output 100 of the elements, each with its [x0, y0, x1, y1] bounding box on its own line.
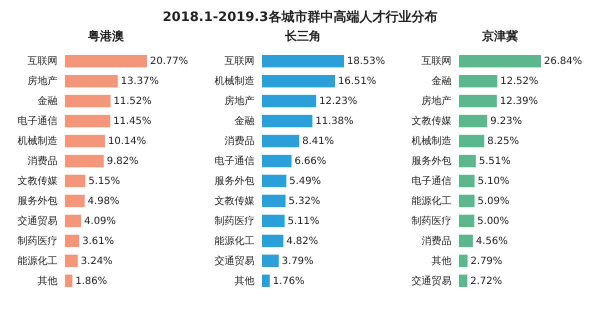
y-tick-label: 制药医疗 — [214, 214, 254, 227]
data-label: 13.37% — [120, 76, 159, 88]
bar — [64, 114, 110, 128]
bar — [64, 214, 81, 228]
bar — [262, 74, 336, 88]
bar — [459, 214, 475, 228]
y-tick-label: 服务外包 — [412, 155, 452, 168]
data-label: 1.76% — [272, 276, 305, 287]
bar — [459, 134, 485, 148]
data-label: 16.51% — [338, 76, 376, 88]
y-tick-label: 金融 — [37, 95, 58, 108]
bar — [459, 74, 498, 88]
y-tick-label: 机械制造 — [214, 75, 254, 88]
y-tick-label: 消费品 — [27, 155, 58, 168]
data-label: 3.61% — [82, 236, 114, 247]
bar — [459, 94, 498, 108]
data-label: 5.49% — [289, 176, 322, 187]
data-label: 10.14% — [108, 136, 146, 148]
data-label: 5.15% — [88, 176, 120, 187]
bar — [459, 274, 468, 288]
bar — [64, 94, 110, 108]
bar — [262, 254, 279, 268]
y-tick-label: 金融 — [432, 75, 452, 88]
data-label: 5.00% — [478, 216, 510, 227]
bar — [64, 254, 78, 268]
data-label: 1.86% — [75, 276, 107, 287]
y-tick-label: 消费品 — [224, 135, 254, 148]
bar — [459, 154, 476, 168]
data-label: 2.79% — [470, 256, 503, 267]
data-label: 11.45% — [112, 116, 151, 128]
y-tick-label: 其他 — [37, 274, 58, 287]
chart-title: 粤港澳 — [86, 29, 124, 43]
y-tick-label: 互联网 — [422, 55, 452, 68]
data-label: 20.77% — [150, 56, 188, 68]
bar — [64, 174, 85, 188]
y-tick-label: 其他 — [234, 274, 254, 287]
y-tick-label: 金融 — [234, 115, 254, 128]
data-label: 4.82% — [286, 236, 318, 247]
bar — [64, 134, 105, 148]
data-label: 4.09% — [84, 216, 116, 227]
bar — [64, 194, 84, 208]
bar — [262, 214, 285, 228]
bar — [64, 74, 118, 88]
bar — [459, 174, 475, 188]
y-tick-label: 能源化工 — [412, 194, 452, 207]
y-tick-label: 能源化工 — [17, 254, 58, 267]
data-label: 18.53% — [346, 56, 386, 68]
bar — [262, 194, 286, 208]
data-label: 5.11% — [288, 216, 320, 227]
y-tick-label: 互联网 — [224, 55, 254, 68]
data-label: 4.98% — [87, 196, 120, 207]
y-tick-label: 房地产 — [422, 95, 452, 108]
bar — [262, 274, 270, 288]
bar — [459, 254, 468, 268]
data-label: 5.10% — [478, 176, 510, 187]
y-tick-label: 电子通信 — [412, 174, 452, 187]
y-tick-label: 能源化工 — [214, 234, 254, 247]
data-label: 4.56% — [476, 236, 508, 247]
y-tick-label: 其他 — [432, 254, 452, 267]
y-tick-label: 服务外包 — [214, 174, 254, 187]
data-label: 11.52% — [113, 96, 152, 108]
bar — [64, 234, 79, 248]
chart-title: 京津冀 — [481, 29, 518, 43]
bar — [262, 114, 312, 128]
y-tick-label: 文教传媒 — [412, 115, 452, 128]
y-tick-label: 交通贸易 — [214, 254, 254, 267]
y-tick-label: 机械制造 — [412, 135, 452, 148]
data-label: 12.23% — [319, 96, 358, 108]
y-tick-label: 房地产 — [27, 75, 58, 88]
data-label: 12.39% — [500, 96, 538, 108]
bar — [262, 174, 286, 188]
data-label: 3.79% — [282, 256, 314, 267]
data-label: 8.41% — [302, 136, 334, 148]
data-label: 6.66% — [294, 156, 326, 168]
y-tick-label: 互联网 — [27, 55, 58, 68]
y-tick-label: 制药医疗 — [412, 214, 452, 227]
bar — [262, 154, 292, 168]
bar — [262, 54, 344, 68]
y-tick-label: 交通贸易 — [412, 274, 452, 287]
bar — [262, 134, 300, 148]
bar — [262, 94, 316, 108]
data-label: 12.52% — [500, 76, 539, 88]
y-tick-label: 制药医疗 — [17, 234, 58, 247]
y-tick-label: 电子通信 — [17, 115, 58, 128]
y-tick-label: 服务外包 — [17, 194, 58, 207]
data-label: 5.09% — [478, 196, 510, 207]
data-label: 26.84% — [544, 56, 582, 68]
data-label: 3.24% — [80, 256, 112, 267]
data-label: 5.51% — [479, 156, 511, 168]
data-label: 5.32% — [288, 196, 320, 207]
bar — [459, 194, 475, 208]
data-label: 11.38% — [315, 116, 354, 128]
y-tick-label: 消费品 — [422, 234, 452, 247]
data-label: 9.23% — [490, 116, 522, 128]
bar — [64, 274, 72, 288]
y-tick-label: 机械制造 — [17, 135, 58, 148]
y-tick-label: 文教传媒 — [214, 194, 254, 207]
data-label: 8.25% — [488, 136, 520, 148]
bar — [262, 234, 284, 248]
y-tick-label: 电子通信 — [214, 155, 254, 168]
